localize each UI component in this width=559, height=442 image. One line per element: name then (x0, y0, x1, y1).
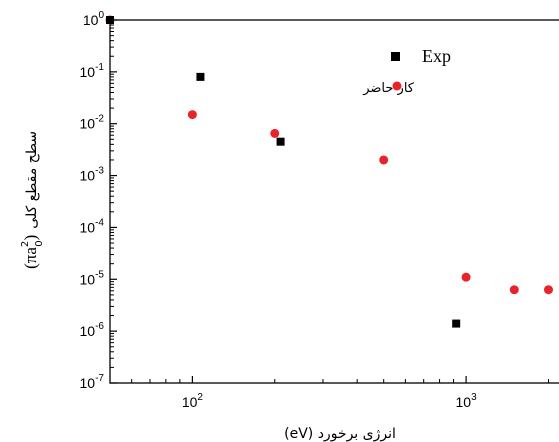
present-work-data-point (543, 285, 553, 295)
y-axis-ticks: 100 10-1 10-2 10-3 10-4 10-5 10-6 10-7 (80, 10, 117, 391)
legend-label-present: کار حاضر (362, 81, 415, 96)
legend-marker-present (392, 81, 402, 91)
legend-label-exp: Exp (422, 46, 451, 66)
data-points (105, 15, 553, 328)
exp-data-point (276, 137, 285, 146)
exp-data-point (196, 72, 205, 81)
present-work-data-point (379, 155, 389, 165)
present-work-data-point (461, 272, 471, 282)
y-axis-label: (πa2 0) سطح مقطع کلی (20, 131, 45, 269)
present-work-data-point (270, 128, 280, 138)
plot-frame (109, 19, 559, 384)
x-tick-label: 103 (456, 392, 478, 410)
present-work-data-point (187, 110, 197, 120)
y-tick-label: 10-5 (80, 269, 105, 287)
y-tick-label: 10-4 (80, 217, 105, 235)
legend-marker-exp (391, 52, 400, 61)
axes (109, 19, 559, 384)
y-tick-label: 10-6 (80, 321, 105, 339)
x-axis-ticks: 102 103 (109, 376, 549, 410)
y-axis-label-unit-sub: 0 (34, 240, 45, 246)
exp-data-point (106, 16, 114, 24)
y-tick-label: 10-7 (80, 373, 105, 391)
y-axis-label-unit-sup: 2 (20, 241, 31, 247)
y-axis-label-main: سطح مقطع کلی (24, 131, 40, 229)
exp-data-point (452, 319, 461, 328)
y-axis-label-unit: (πa (21, 247, 40, 269)
y-axis-label-unit-close: ) (21, 235, 40, 241)
x-axis-label: انرژی برخورد (eV) (284, 426, 396, 442)
x-tick-label: 102 (182, 392, 204, 410)
present-work-data-point (509, 285, 519, 295)
y-tick-label: 10-1 (80, 62, 105, 80)
legend: Exp کار حاضر (362, 46, 451, 96)
y-tick-label: 100 (83, 10, 105, 28)
y-tick-label: 10-2 (80, 114, 105, 132)
y-tick-label: 10-3 (80, 166, 105, 184)
